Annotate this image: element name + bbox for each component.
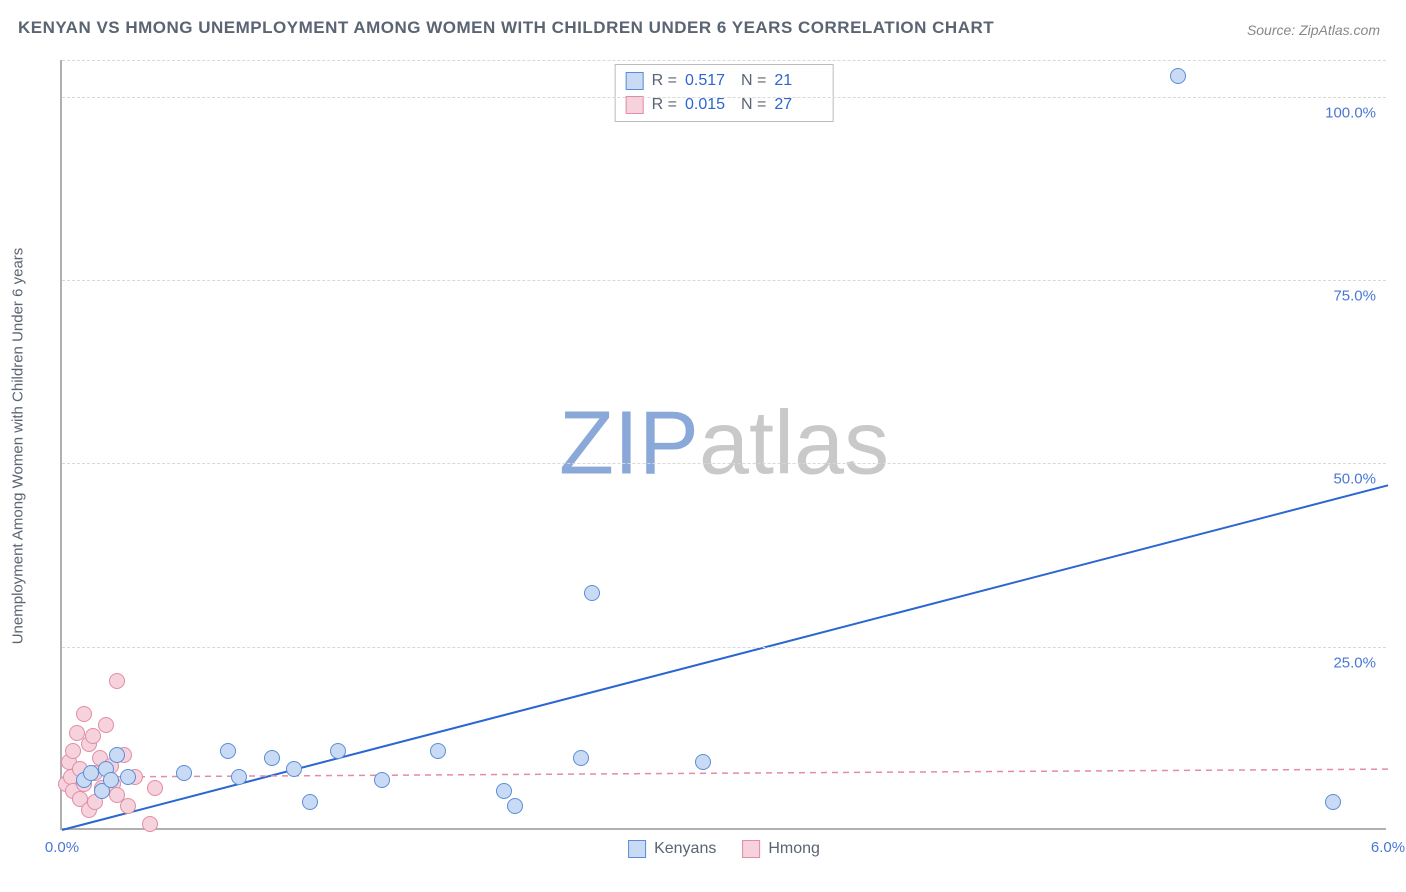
scatter-point	[85, 728, 101, 744]
scatter-point	[109, 747, 125, 763]
scatter-point	[231, 769, 247, 785]
series-swatch	[742, 840, 760, 858]
scatter-point	[1325, 794, 1341, 810]
stats-legend-box: R =0.517N =21R =0.015N =27	[615, 64, 834, 122]
y-tick-label: 75.0%	[1333, 288, 1376, 305]
legend-label: Hmong	[768, 840, 820, 858]
legend-label: Kenyans	[654, 840, 716, 858]
stats-r-label: R =	[652, 69, 677, 93]
y-axis-label: Unemployment Among Women with Children U…	[10, 248, 27, 645]
gridline	[62, 60, 1386, 61]
stats-n-label: N =	[741, 69, 766, 93]
gridline	[62, 280, 1386, 281]
scatter-point	[584, 585, 600, 601]
gridline	[62, 647, 1386, 648]
plot-area: ZIPatlas R =0.517N =21R =0.015N =27 Keny…	[60, 60, 1386, 830]
legend-item: Hmong	[742, 840, 820, 858]
series-swatch	[626, 72, 644, 90]
x-tick-label: 6.0%	[1371, 839, 1405, 856]
y-tick-label: 100.0%	[1325, 104, 1376, 121]
legend-item: Kenyans	[628, 840, 716, 858]
scatter-point	[120, 769, 136, 785]
stats-row: R = 0.517 N = 21	[626, 69, 823, 93]
scatter-point	[103, 772, 119, 788]
chart-title: KENYAN VS HMONG UNEMPLOYMENT AMONG WOMEN…	[18, 18, 994, 38]
scatter-point	[695, 754, 711, 770]
scatter-point	[330, 743, 346, 759]
scatter-point	[147, 780, 163, 796]
scatter-point	[176, 765, 192, 781]
scatter-point	[220, 743, 236, 759]
y-tick-label: 50.0%	[1333, 471, 1376, 488]
scatter-point	[430, 743, 446, 759]
scatter-point	[76, 706, 92, 722]
stats-r-value: 0.517	[685, 69, 733, 93]
trend-line	[62, 485, 1388, 830]
series-swatch	[628, 840, 646, 858]
series-legend: Kenyans Hmong	[628, 840, 820, 858]
x-tick-label: 0.0%	[45, 839, 79, 856]
scatter-point	[83, 765, 99, 781]
scatter-point	[496, 783, 512, 799]
scatter-point	[98, 717, 114, 733]
scatter-point	[142, 816, 158, 832]
scatter-point	[302, 794, 318, 810]
scatter-point	[286, 761, 302, 777]
trend-lines-layer	[62, 60, 1386, 828]
source-attribution: Source: ZipAtlas.com	[1247, 22, 1380, 38]
scatter-point	[1170, 68, 1186, 84]
scatter-point	[573, 750, 589, 766]
gridline	[62, 97, 1386, 98]
scatter-point	[264, 750, 280, 766]
scatter-point	[109, 673, 125, 689]
scatter-point	[374, 772, 390, 788]
scatter-point	[507, 798, 523, 814]
trend-line	[62, 769, 1388, 777]
y-tick-label: 25.0%	[1333, 654, 1376, 671]
gridline	[62, 463, 1386, 464]
scatter-point	[65, 743, 81, 759]
series-swatch	[626, 96, 644, 114]
scatter-point	[120, 798, 136, 814]
stats-n-value: 21	[774, 69, 822, 93]
